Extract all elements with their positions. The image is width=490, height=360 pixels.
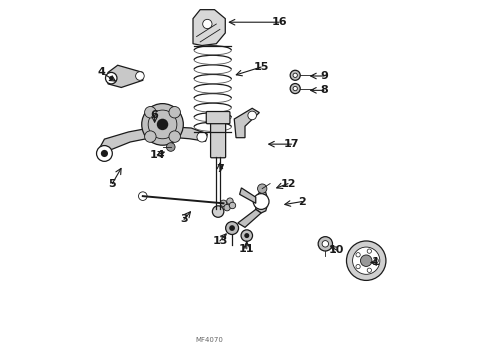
Circle shape	[225, 222, 239, 234]
Circle shape	[109, 76, 113, 80]
Circle shape	[290, 84, 300, 94]
Text: 13: 13	[212, 236, 227, 246]
Circle shape	[197, 132, 207, 142]
Circle shape	[227, 198, 233, 204]
Circle shape	[229, 202, 236, 209]
Circle shape	[145, 107, 156, 118]
Circle shape	[318, 237, 333, 251]
Text: 10: 10	[329, 245, 344, 255]
Circle shape	[253, 194, 269, 210]
Circle shape	[145, 131, 156, 142]
Circle shape	[167, 143, 175, 151]
Text: 16: 16	[271, 17, 287, 27]
Text: 11: 11	[239, 244, 254, 254]
Circle shape	[229, 225, 235, 231]
Circle shape	[136, 72, 144, 80]
Circle shape	[356, 253, 360, 257]
Circle shape	[212, 206, 224, 217]
Polygon shape	[240, 188, 256, 203]
Polygon shape	[256, 190, 269, 213]
Circle shape	[142, 104, 183, 145]
Circle shape	[346, 241, 386, 280]
Circle shape	[293, 86, 297, 91]
Text: MF4070: MF4070	[195, 337, 223, 343]
Circle shape	[241, 230, 252, 241]
Circle shape	[224, 204, 230, 211]
Text: 4: 4	[98, 67, 105, 77]
Circle shape	[139, 192, 147, 201]
Text: 5: 5	[108, 179, 116, 189]
Text: 12: 12	[280, 179, 296, 189]
Circle shape	[367, 268, 371, 273]
Circle shape	[290, 70, 300, 80]
Circle shape	[374, 258, 378, 263]
Text: 7: 7	[216, 164, 224, 174]
Text: 15: 15	[253, 62, 269, 72]
Circle shape	[245, 233, 249, 238]
Circle shape	[157, 119, 168, 130]
Text: 6: 6	[151, 111, 159, 121]
Text: 17: 17	[284, 139, 299, 149]
FancyBboxPatch shape	[206, 112, 230, 124]
Circle shape	[258, 184, 267, 193]
Polygon shape	[193, 10, 225, 45]
Circle shape	[169, 131, 180, 142]
Circle shape	[169, 107, 180, 118]
Circle shape	[361, 255, 372, 266]
Circle shape	[203, 19, 212, 29]
Polygon shape	[238, 210, 261, 227]
Text: 8: 8	[320, 85, 328, 95]
Circle shape	[356, 265, 360, 269]
Polygon shape	[100, 126, 207, 159]
Text: 3: 3	[180, 215, 188, 224]
Text: 1: 1	[372, 257, 380, 267]
Text: 9: 9	[320, 71, 328, 81]
Polygon shape	[108, 65, 143, 87]
Text: 2: 2	[298, 197, 306, 207]
Polygon shape	[234, 108, 259, 138]
Circle shape	[322, 240, 329, 247]
Circle shape	[293, 73, 297, 77]
FancyBboxPatch shape	[211, 120, 225, 158]
Circle shape	[367, 249, 371, 253]
Circle shape	[105, 72, 117, 84]
Circle shape	[101, 150, 108, 157]
Text: 14: 14	[149, 150, 165, 160]
Circle shape	[353, 247, 380, 274]
Circle shape	[248, 111, 256, 120]
Circle shape	[220, 200, 227, 207]
Circle shape	[97, 145, 112, 161]
